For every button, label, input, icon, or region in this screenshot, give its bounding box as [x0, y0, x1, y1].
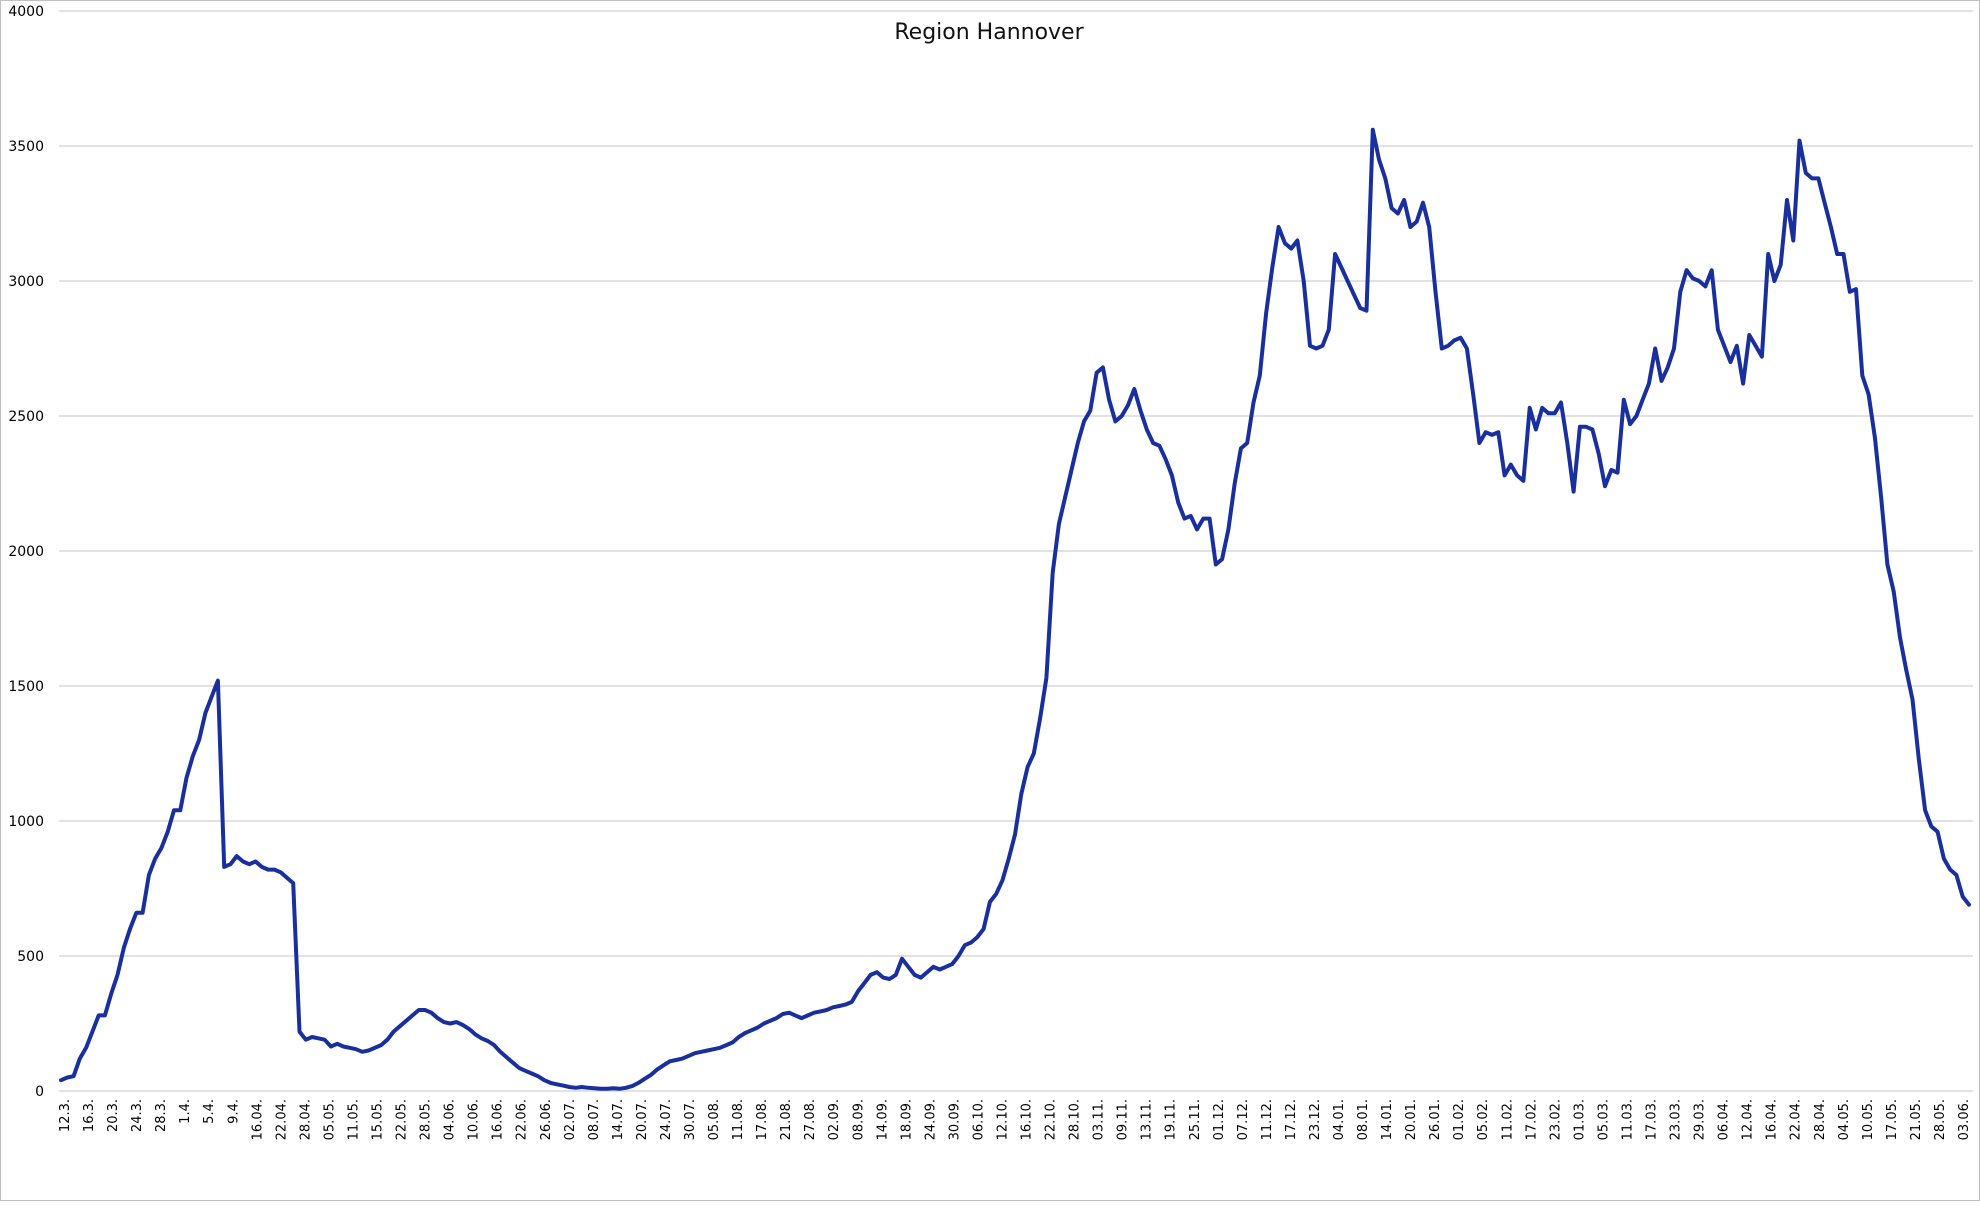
x-tick-label: 08.01. [1356, 1099, 1371, 1140]
x-axis-ticks: 12.3. 16.3. 20.3. 24.3. 28.3. 1.4. 5.4. 9.4. 16.… [58, 1099, 1972, 1140]
x-tick-label: 05.02. [1476, 1099, 1491, 1140]
x-tick-label: 28.05. [1933, 1099, 1948, 1140]
x-tick-label: 10.05. [1861, 1099, 1876, 1140]
x-tick-label: 08.07. [587, 1099, 602, 1140]
x-tick-label: 21.08. [779, 1099, 794, 1140]
x-tick-label: 17.02. [1524, 1099, 1539, 1140]
y-axis-ticks: 0 500 1000 1500 2000 2500 3000 3500 4000 [8, 4, 44, 1100]
x-tick-label: 01.03. [1572, 1099, 1587, 1140]
x-tick-label: 16.10. [1020, 1099, 1035, 1140]
x-tick-label: 11.08. [731, 1099, 746, 1140]
y-tick-label: 1000 [8, 814, 44, 830]
x-tick-label: 07.12. [1236, 1099, 1251, 1140]
x-tick-label: 20.01. [1404, 1099, 1419, 1140]
x-tick-label: 09.11. [1116, 1099, 1131, 1140]
x-tick-label: 28.05. [419, 1099, 434, 1140]
x-tick-label: 17.03. [1645, 1099, 1660, 1140]
x-tick-label: 24.07. [659, 1099, 674, 1140]
x-tick-label: 16.06. [491, 1099, 506, 1140]
y-tick-label: 3000 [8, 274, 44, 290]
x-tick-label: 23.03. [1669, 1099, 1684, 1140]
x-tick-label: 06.04. [1717, 1099, 1732, 1140]
x-tick-label: 04.01. [1332, 1099, 1347, 1140]
x-tick-label: 30.09. [947, 1099, 962, 1140]
x-tick-label: 05.05. [322, 1099, 337, 1140]
x-tick-label: 10.06. [467, 1099, 482, 1140]
x-tick-label: 04.06. [443, 1099, 458, 1140]
x-tick-label: 22.05. [395, 1099, 410, 1140]
x-tick-label: 26.06. [539, 1099, 554, 1140]
x-tick-label: 14.09. [875, 1099, 890, 1140]
x-tick-label: 17.12. [1284, 1099, 1299, 1140]
x-tick-label: 05.08. [707, 1099, 722, 1140]
x-tick-label: 5.4. [202, 1099, 217, 1124]
y-tick-label: 0 [35, 1084, 44, 1100]
series-layer [59, 127, 1971, 1091]
x-tick-label: 24.3. [130, 1099, 145, 1132]
x-tick-label: 26.01. [1428, 1099, 1443, 1140]
x-tick-label: 11.03. [1621, 1099, 1636, 1140]
x-tick-label: 04.05. [1837, 1099, 1852, 1140]
x-tick-label: 22.06. [515, 1099, 530, 1140]
x-tick-label: 01.02. [1452, 1099, 1467, 1140]
x-tick-label: 20.3. [106, 1099, 121, 1132]
x-tick-label: 25.11. [1188, 1099, 1203, 1140]
x-tick-label: 22.04. [274, 1099, 289, 1140]
series-line [59, 127, 1971, 1091]
x-tick-label: 19.11. [1164, 1099, 1179, 1140]
x-tick-label: 02.07. [563, 1099, 578, 1140]
x-tick-label: 17.08. [755, 1099, 770, 1140]
x-tick-label: 22.10. [1044, 1099, 1059, 1140]
grid-lines [59, 10, 1973, 1092]
y-tick-label: 2500 [8, 409, 44, 425]
x-tick-label: 27.08. [803, 1099, 818, 1140]
y-tick-label: 3500 [8, 139, 44, 155]
x-tick-label: 28.04. [298, 1099, 313, 1140]
x-tick-label: 11.12. [1260, 1099, 1275, 1140]
x-tick-label: 20.07. [635, 1099, 650, 1140]
x-tick-label: 28.04. [1813, 1099, 1828, 1140]
x-tick-label: 11.02. [1500, 1099, 1515, 1140]
x-tick-label: 16.3. [82, 1099, 97, 1132]
x-tick-label: 24.09. [923, 1099, 938, 1140]
x-tick-label: 30.07. [683, 1099, 698, 1140]
x-tick-label: 9.4. [226, 1099, 241, 1124]
x-tick-label: 23.12. [1308, 1099, 1323, 1140]
x-tick-label: 21.05. [1909, 1099, 1924, 1140]
x-tick-label: 13.11. [1140, 1099, 1155, 1140]
y-tick-label: 4000 [8, 4, 44, 20]
x-tick-label: 17.05. [1885, 1099, 1900, 1140]
x-tick-label: 28.10. [1068, 1099, 1083, 1140]
x-tick-label: 16.04. [1765, 1099, 1780, 1140]
x-tick-label: 14.07. [611, 1099, 626, 1140]
chart-title: Region Hannover [894, 20, 1084, 45]
x-tick-label: 1.4. [178, 1099, 193, 1124]
x-tick-label: 28.3. [154, 1099, 169, 1132]
x-tick-label: 08.09. [851, 1099, 866, 1140]
y-tick-label: 500 [17, 949, 44, 965]
x-tick-label: 12.3. [58, 1099, 73, 1132]
x-tick-label: 18.09. [899, 1099, 914, 1140]
x-tick-label: 22.04. [1789, 1099, 1804, 1140]
x-tick-label: 15.05. [371, 1099, 386, 1140]
x-tick-label: 12.04. [1741, 1099, 1756, 1140]
x-tick-label: 11.05. [347, 1099, 362, 1140]
y-tick-label: 1500 [8, 679, 44, 695]
x-tick-label: 03.06. [1957, 1099, 1972, 1140]
x-tick-label: 05.03. [1596, 1099, 1611, 1140]
x-tick-label: 06.10. [971, 1099, 986, 1140]
x-tick-label: 16.04. [250, 1099, 265, 1140]
x-tick-label: 03.11. [1092, 1099, 1107, 1140]
x-tick-label: 12.10. [996, 1099, 1011, 1140]
y-tick-label: 2000 [8, 544, 44, 560]
x-tick-label: 29.03. [1693, 1099, 1708, 1140]
x-tick-label: 01.12. [1212, 1099, 1227, 1140]
x-tick-label: 23.02. [1548, 1099, 1563, 1140]
x-tick-label: 02.09. [827, 1099, 842, 1140]
x-tick-label: 14.01. [1380, 1099, 1395, 1140]
